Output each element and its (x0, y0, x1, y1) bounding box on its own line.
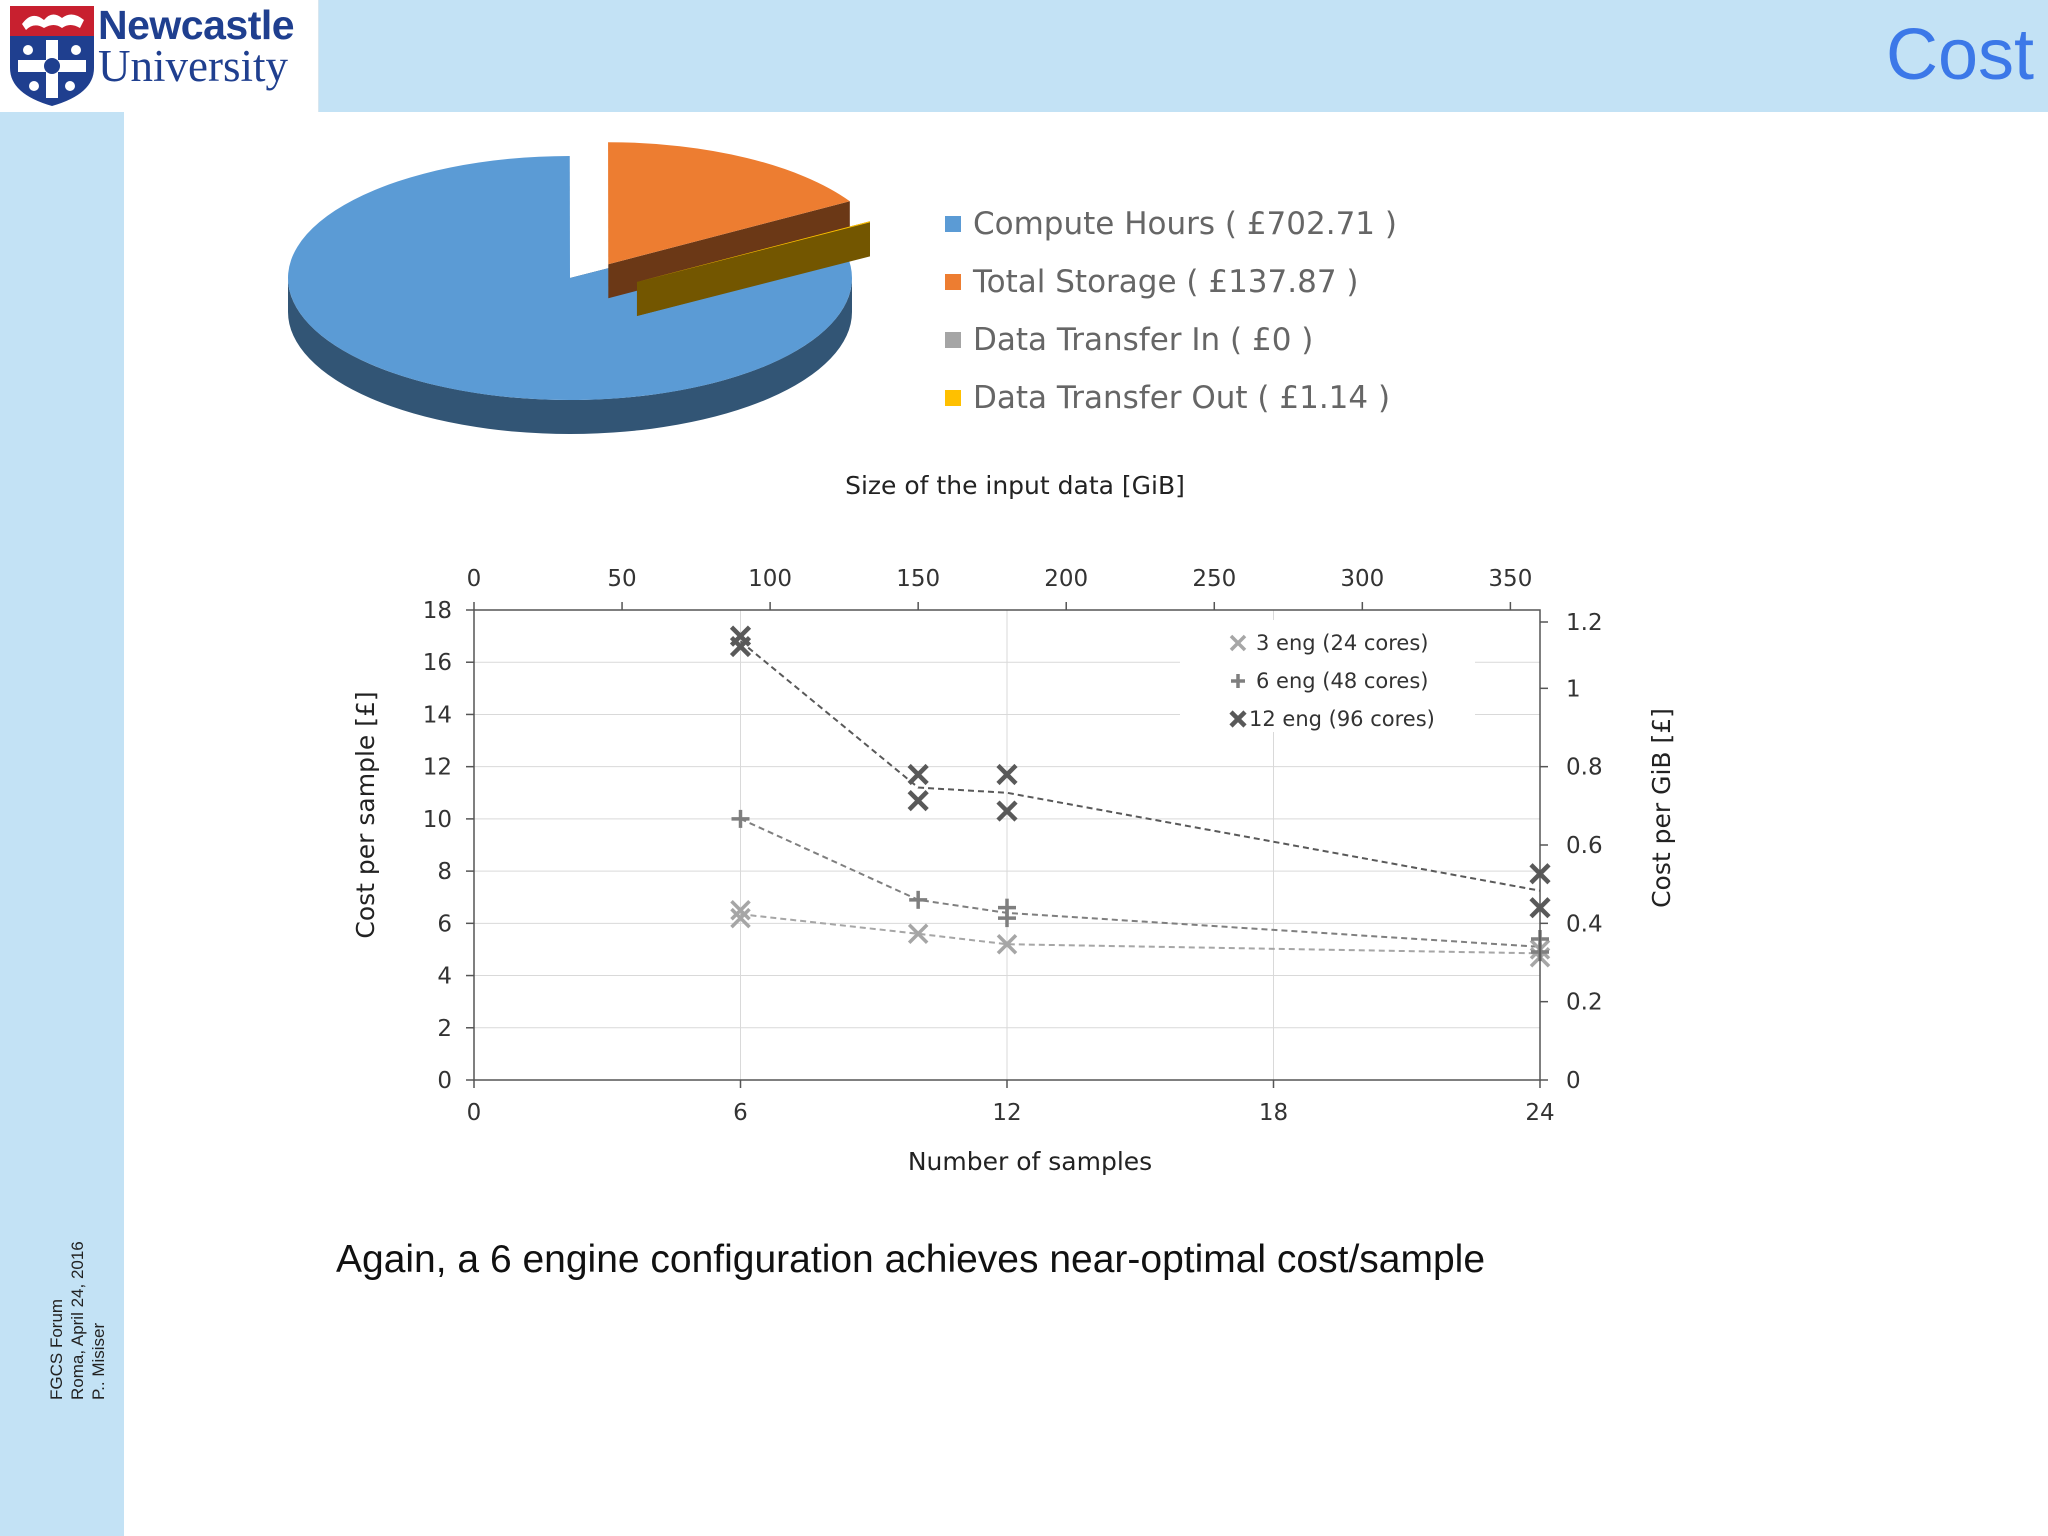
y2-tick-label: 0.2 (1566, 990, 1603, 1016)
pie-slice-3 (636, 221, 870, 317)
x-tick-label: 0 (467, 1100, 482, 1126)
trend-line-series-2 (739, 640, 1541, 892)
x2-tick-label: 300 (1340, 566, 1384, 592)
legend-label-6eng: 6 eng (48 cores) (1256, 669, 1428, 693)
x2-tick-label: 200 (1044, 566, 1088, 592)
x-tick-label: 6 (733, 1100, 748, 1126)
pie-slice-top (608, 142, 850, 265)
legend-marker-series-1 (1231, 674, 1245, 688)
trend-line-series-0 (740, 913, 1541, 955)
left-sidebar-band (0, 112, 124, 1536)
y-tick-label: 16 (423, 650, 452, 676)
data-point (907, 763, 929, 786)
y-tick-label: 18 (423, 598, 452, 624)
pie-chart (288, 142, 870, 434)
x-tick-label: 12 (992, 1100, 1021, 1126)
shield-icon (10, 6, 94, 106)
x2-tick-label: 350 (1488, 566, 1532, 592)
y-tick-label: 12 (423, 755, 452, 781)
x2-tick-label: 50 (607, 566, 636, 592)
legend-label-3eng: 3 eng (24 cores) (1256, 631, 1428, 655)
data-point (907, 923, 929, 945)
logo-word-newcastle: Newcastle (98, 2, 295, 48)
x-tick-label: 24 (1525, 1100, 1554, 1126)
x2-tick-label: 100 (748, 566, 792, 592)
scatter-legend-bg (1180, 620, 1475, 732)
data-point (996, 800, 1018, 822)
legend-label-12eng: 12 eng (96 cores) (1249, 707, 1435, 731)
y-tick-label: 10 (423, 807, 452, 833)
y2-tick-label: 0.4 (1566, 911, 1603, 937)
data-point (909, 890, 928, 909)
scatter-legend: 3 eng (24 cores) 6 eng (48 cores) 12 eng… (1180, 620, 1475, 732)
y2-tick-label: 1 (1566, 676, 1581, 702)
x2-tick-label: 150 (896, 566, 940, 592)
y2-tick-label: 1.2 (1566, 610, 1603, 636)
pie-slice-side (288, 278, 852, 434)
pie-legend: Compute Hours ( £702.71 ) Total Storage … (945, 195, 1397, 427)
data-point (729, 635, 752, 658)
y-tick-label: 6 (437, 911, 452, 937)
data-point (730, 907, 751, 929)
x-axis-title: Number of samples (908, 1147, 1152, 1176)
university-logo: Newcastle University (0, 0, 319, 112)
pie-legend-item-storage: Total Storage ( £137.87 ) (945, 253, 1397, 311)
pie-legend-swatch (945, 332, 961, 348)
data-point (907, 790, 929, 812)
footer-line-author: P.. Misiser (89, 1322, 108, 1400)
y-tick-label: 8 (437, 859, 452, 885)
pie-legend-label: Data Transfer Out ( £1.14 ) (973, 380, 1391, 416)
pie-legend-item-compute: Compute Hours ( £702.71 ) (945, 195, 1397, 253)
y-tick-label: 2 (437, 1016, 452, 1042)
legend-marker-series-0 (1229, 634, 1247, 652)
y-tick-label: 0 (437, 1068, 452, 1094)
trend-lines (739, 640, 1541, 955)
y2-tick-label: 0.8 (1566, 755, 1603, 781)
legend-marker-series-2 (1229, 710, 1247, 728)
pie-legend-label: Total Storage ( £137.87 ) (973, 264, 1359, 300)
logo-word-university: University (98, 41, 288, 91)
footer-line-date: Roma, April 24, 2016 (68, 1241, 87, 1400)
header-bar (0, 0, 2048, 112)
slide-caption: Again, a 6 engine configuration achieves… (336, 1238, 1486, 1281)
pie-legend-item-transfer-in: Data Transfer In ( £0 ) (945, 311, 1397, 369)
y-tick-label: 4 (437, 964, 452, 990)
x-tick-label: 18 (1259, 1100, 1288, 1126)
y2-tick-label: 0 (1566, 1068, 1581, 1094)
pie-legend-swatch (945, 274, 961, 290)
data-point (996, 763, 1018, 786)
pie-legend-swatch (945, 216, 961, 232)
pie-slice-cut (636, 222, 870, 317)
slide-title: Cost (1885, 15, 2034, 95)
x2-tick-label: 0 (467, 566, 482, 592)
y-tick-label: 14 (423, 702, 452, 728)
pie-legend-swatch (945, 390, 961, 406)
data-point (996, 933, 1018, 955)
y2-axis-title: Cost per GiB [£] (1647, 708, 1676, 908)
pie-legend-item-transfer-out: Data Transfer Out ( £1.14 ) (945, 369, 1397, 427)
x2-tick-label: 250 (1192, 566, 1236, 592)
y-axis-title: Cost per sample [£] (351, 691, 380, 938)
footer-line-event: FGCS Forum (47, 1298, 66, 1400)
data-point (730, 900, 751, 921)
data-point (731, 809, 750, 828)
pie-legend-label: Compute Hours ( £702.71 ) (973, 206, 1397, 242)
pie-legend-label: Data Transfer In ( £0 ) (973, 322, 1314, 358)
data-point (998, 909, 1016, 928)
trend-line-series-1 (740, 817, 1541, 948)
footer-info: FGCS Forum Roma, April 24, 2016 P.. Misi… (46, 1241, 109, 1400)
x2-axis-title: Size of the input data [GiB] (845, 471, 1185, 500)
y2-tick-label: 0.6 (1566, 833, 1603, 859)
pie-slice-top (288, 156, 852, 400)
